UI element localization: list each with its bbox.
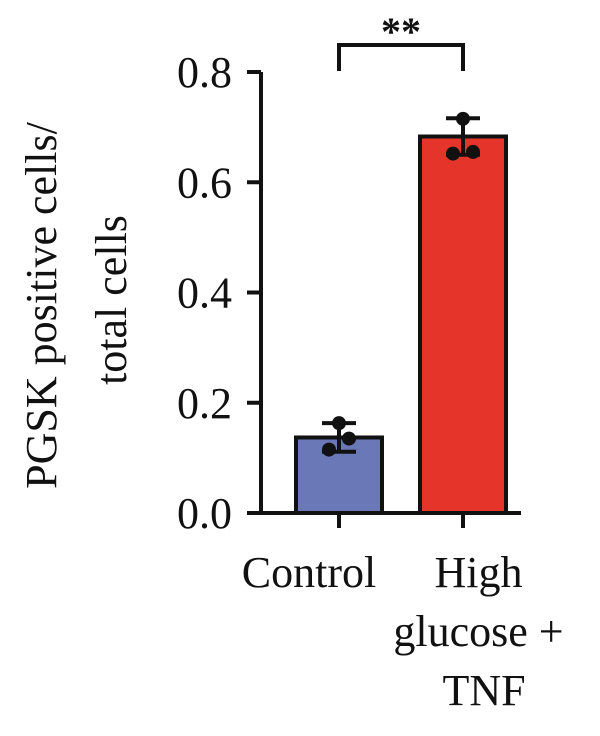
y-tick-label-1: 0.2 <box>177 379 232 428</box>
significance-label: ** <box>381 9 421 54</box>
x-tick-label-high-glucose-tnf: High glucose + TNF <box>393 548 574 715</box>
points-high-glucose-tnf <box>446 111 480 161</box>
x-tick-label-high-glucose-tnf-line-3: TNF <box>442 666 525 715</box>
y-axis-title-line-2: total cells <box>87 215 136 385</box>
y-tick-label-4: 0.8 <box>177 48 232 97</box>
x-tick-label-high-glucose-tnf-line-1: High <box>435 548 523 597</box>
y-ticks: 0.0 0.2 0.4 0.6 0.8 <box>177 48 261 538</box>
y-tick-label-0: 0.0 <box>177 489 232 538</box>
data-point <box>342 431 356 446</box>
y-tick-label-3: 0.6 <box>177 158 232 207</box>
y-tick-label-2: 0.4 <box>177 269 232 318</box>
x-tick-label-high-glucose-tnf-line-2: glucose + <box>393 607 563 656</box>
data-point <box>332 416 346 431</box>
y-axis-title-line-1: PGSK positive cells/ <box>17 121 66 488</box>
bar-high-glucose-tnf <box>418 134 508 515</box>
data-point <box>466 144 480 159</box>
points-control <box>322 416 356 457</box>
data-point <box>456 111 470 126</box>
significance-bracket <box>337 43 465 71</box>
x-tick-label-control: Control <box>242 548 376 597</box>
data-point <box>322 442 336 457</box>
y-axis-title: PGSK positive cells/ total cells <box>17 111 136 489</box>
x-tick-label-control-line-1: Control <box>242 548 376 597</box>
data-point <box>446 146 460 161</box>
